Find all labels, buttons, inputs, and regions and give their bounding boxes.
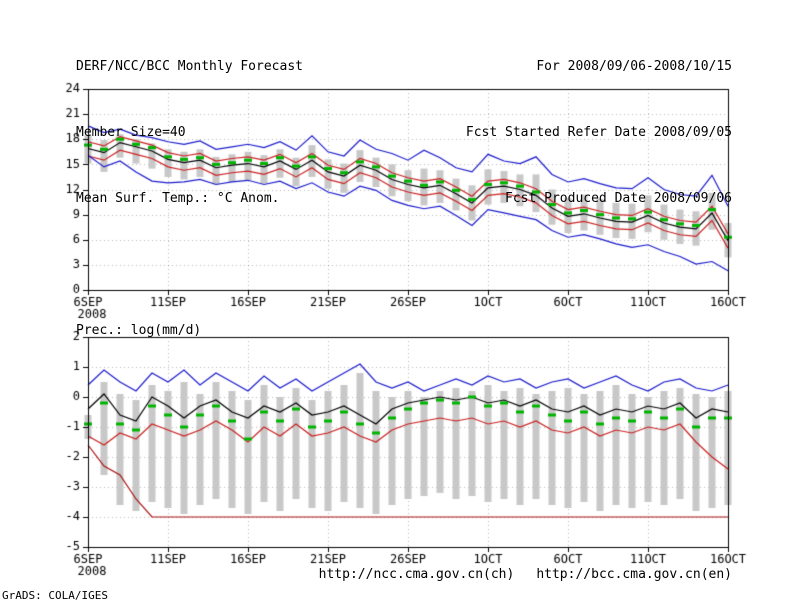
bcc-url-text: http://bcc.cma.gov.cn(en) [536, 567, 732, 582]
ncc-url-text: http://ncc.cma.gov.cn(ch) [318, 567, 515, 582]
header-right: For 2008/09/06-2008/10/15 Fcst Started R… [466, 12, 732, 254]
refer-date-label: Fcst Started Refer Date 2008/09/05 [465, 125, 732, 140]
temp-panel-title: Mean Surf. Temp.: °C Anom. [76, 191, 280, 206]
forecast-range-label: For 2008/09/06-2008/10/15 [536, 59, 732, 74]
produced-date-label: Fcst Produced Date 2008/09/06 [505, 191, 732, 206]
header-left: DERF/NCC/BCC Monthly Forecast Member Siz… [76, 12, 303, 254]
grads-credit: GrADS: COLA/IGES [2, 589, 108, 600]
prec-panel-title: Prec.: log(mm/d) [76, 323, 202, 338]
footer-urls: http://ncc.cma.gov.cn(ch) http://bcc.cma… [319, 564, 732, 586]
member-size-label: Member Size=40 [76, 125, 186, 140]
chart-title: DERF/NCC/BCC Monthly Forecast [76, 59, 303, 74]
